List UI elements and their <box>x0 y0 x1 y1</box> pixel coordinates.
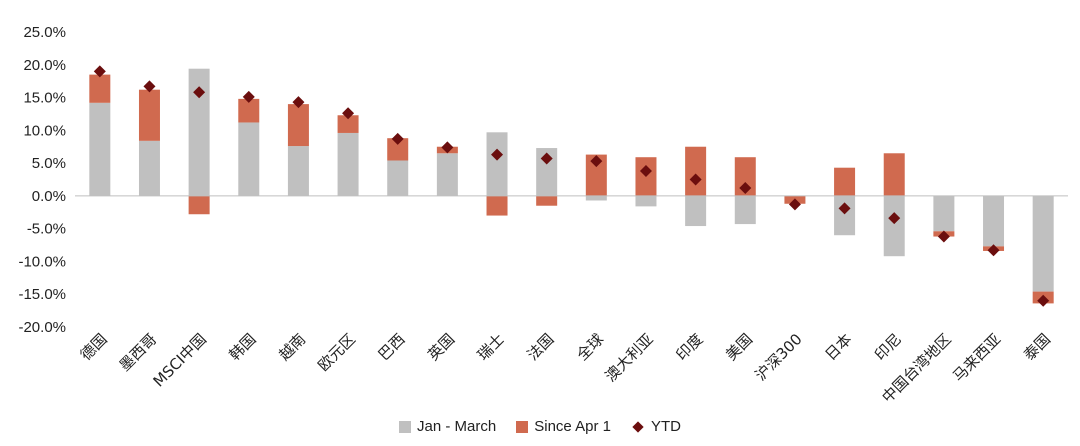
ytd-marker <box>143 80 156 93</box>
bar-since-apr <box>536 195 558 206</box>
ytd-marker <box>1037 294 1050 307</box>
x-tick-label: 澳大利亚 <box>602 330 657 385</box>
ytd-marker <box>491 148 504 161</box>
bar-since-apr <box>486 195 508 216</box>
bar-since-apr <box>337 115 359 133</box>
ytd-marker <box>739 182 752 195</box>
y-tick-label: 20.0% <box>23 57 66 74</box>
bar-jan-march <box>1032 195 1054 292</box>
bar-jan-march <box>933 195 955 232</box>
bar-since-apr <box>138 89 160 141</box>
bar-jan-march <box>536 148 558 196</box>
x-tick-label: 英国 <box>424 330 458 364</box>
bar-jan-march <box>337 132 359 196</box>
ytd-marker <box>193 86 206 99</box>
bar-jan-march <box>188 68 210 196</box>
bar-since-apr <box>883 153 905 196</box>
ytd-marker <box>788 198 801 211</box>
ytd-marker <box>689 173 702 186</box>
x-tick-label: 印度 <box>673 330 707 364</box>
bar-jan-march <box>387 160 409 196</box>
ytd-marker <box>540 152 553 165</box>
bar-jan-march <box>883 195 905 257</box>
bar-jan-march <box>685 195 707 227</box>
ytd-marker <box>888 212 901 225</box>
legend-item-since-apr: Since Apr 1 <box>516 418 611 435</box>
x-tick-label: 瑞士 <box>474 330 508 364</box>
legend-item-ytd: YTD <box>631 418 681 435</box>
bar-since-apr <box>585 154 607 196</box>
x-tick-label: 欧元区 <box>314 330 359 375</box>
ytd-marker <box>838 202 851 215</box>
ytd-marker <box>342 107 355 120</box>
bar-jan-march <box>983 195 1005 247</box>
x-tick-label: 马来西亚 <box>949 330 1004 385</box>
bar-since-apr <box>89 74 111 103</box>
bar-since-apr <box>734 157 756 196</box>
x-tick-label: MSCI中国 <box>150 330 210 390</box>
x-tick-label: 巴西 <box>375 330 409 364</box>
bar-since-apr <box>685 146 707 196</box>
bar-since-apr <box>287 104 309 147</box>
x-tick-label: 越南 <box>275 330 309 364</box>
y-tick-label: -5.0% <box>27 221 66 238</box>
ytd-marker <box>441 141 454 154</box>
bar-since-apr <box>387 138 409 161</box>
ytd-marker <box>242 90 255 103</box>
x-tick-label: 印尼 <box>871 330 905 364</box>
bar-jan-march <box>486 132 508 196</box>
chart-legend: Jan - March Since Apr 1 YTD <box>0 418 1080 435</box>
bar-since-apr <box>188 195 210 215</box>
bar-jan-march <box>89 102 111 196</box>
y-tick-label: 10.0% <box>23 122 66 139</box>
bar-jan-march <box>635 195 657 207</box>
bar-since-apr <box>834 167 856 196</box>
ytd-marker <box>987 244 1000 257</box>
x-tick-label: 墨西哥 <box>116 330 161 375</box>
legend-item-jan-march: Jan - March <box>399 418 496 435</box>
legend-label-since-apr: Since Apr 1 <box>534 418 611 435</box>
x-tick-label: 泰国 <box>1020 330 1054 364</box>
y-tick-label: -10.0% <box>18 253 66 270</box>
ytd-marker <box>639 164 652 177</box>
x-tick-label: 沪深300 <box>752 330 806 384</box>
bar-jan-march <box>287 146 309 196</box>
bar-jan-march <box>585 195 607 201</box>
ytd-marker <box>93 65 106 78</box>
ytd-marker <box>292 96 305 109</box>
legend-swatch-since-apr <box>516 420 529 433</box>
x-tick-label: 美国 <box>722 330 756 364</box>
bar-jan-march <box>238 122 260 196</box>
y-tick-label: -15.0% <box>18 286 66 303</box>
x-tick-label: 日本 <box>821 330 855 364</box>
ytd-marker <box>590 155 603 168</box>
bar-jan-march <box>436 153 458 196</box>
legend-label-jan-march: Jan - March <box>417 418 497 435</box>
legend-swatch-jan-march <box>399 420 412 433</box>
y-tick-label: 0.0% <box>32 188 66 205</box>
bar-jan-march <box>734 195 756 225</box>
x-tick-label: 法国 <box>524 330 558 364</box>
legend-diamond-icon <box>632 420 644 433</box>
x-tick-label: 德国 <box>77 330 111 364</box>
bar-since-apr <box>238 98 260 123</box>
y-tick-label: 5.0% <box>32 155 66 172</box>
x-tick-label: 韩国 <box>226 330 260 364</box>
ytd-marker <box>391 132 404 145</box>
y-tick-label: 25.0% <box>23 24 66 41</box>
chart-plot: 25.0% 20.0% 15.0% 10.0% 5.0% 0.0% -5.0% -10.0% -… <box>18 24 1068 406</box>
y-tick-label: 15.0% <box>23 90 66 107</box>
x-tick-label: 全球 <box>573 330 607 364</box>
ytd-marker <box>937 230 950 243</box>
y-tick-label: -20.0% <box>18 319 66 336</box>
bar-jan-march <box>138 140 160 196</box>
legend-label-ytd: YTD <box>650 418 681 435</box>
bar-jan-march <box>834 195 856 236</box>
